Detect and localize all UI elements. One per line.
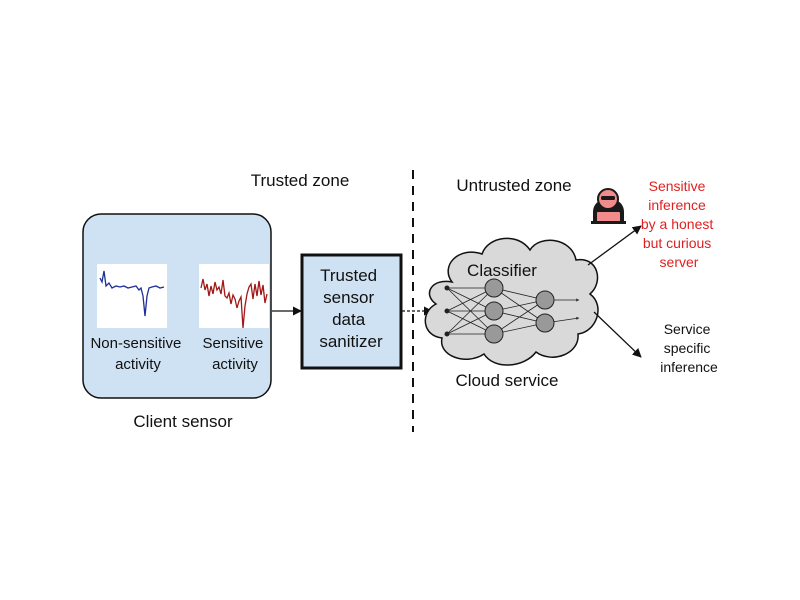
non-sensitive-signal-line (99, 270, 165, 317)
hacker-icon (591, 188, 626, 224)
hidden-neuron (484, 324, 504, 344)
client-sensor: Non-sensitive activity Sensitive activit… (82, 213, 272, 399)
sensitive-label: Sensitive activity (202, 335, 267, 373)
hidden-neuron (484, 301, 504, 321)
input-node (444, 331, 450, 337)
client-sensor-box (82, 213, 272, 399)
input-node (444, 285, 450, 291)
service-inference-label: Service specific inference (660, 321, 718, 375)
cloud-service: Classifier (424, 237, 599, 366)
cloud-shape (424, 237, 599, 366)
classifier-label: Classifier (467, 261, 537, 280)
non-sensitive-label: Non-sensitive activity (90, 335, 185, 373)
cloud-service-caption: Cloud service (456, 371, 559, 390)
neural-network-nodes (444, 278, 555, 344)
sensitive-inference-label: Sensitive inference by a honest but curi… (641, 178, 717, 270)
untrusted-zone-label: Untrusted zone (456, 176, 571, 195)
hidden-neuron (535, 313, 555, 333)
sanitizer-box (300, 253, 403, 370)
hidden-neuron (484, 278, 504, 298)
sensitive-signal-plot (199, 264, 269, 329)
client-sensor-caption: Client sensor (133, 412, 233, 431)
sensitive-inference-arrow (587, 225, 642, 266)
service-inference-arrow (593, 311, 642, 358)
trusted-zone-label: Trusted zone (251, 171, 350, 190)
input-node (444, 308, 450, 314)
sensitive-signal-line (200, 278, 268, 329)
non-sensitive-signal-plot (97, 264, 167, 328)
sanitizer-label: Trusted sensor data sanitizer (319, 266, 383, 351)
data-sanitizer: Trusted sensor data sanitizer (300, 253, 403, 370)
hidden-neuron (535, 290, 555, 310)
